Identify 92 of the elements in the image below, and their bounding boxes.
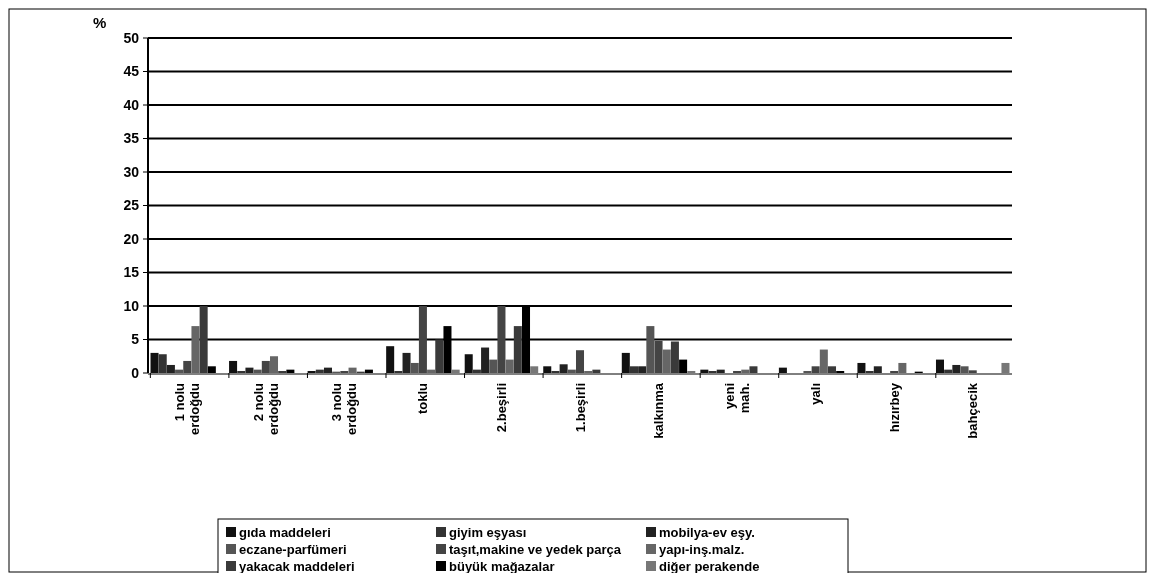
legend-label: yapı-inş.malz. xyxy=(659,541,745,557)
x-tick-label: 3 nolu erdoğdu xyxy=(329,382,360,435)
bar xyxy=(873,366,882,373)
bar xyxy=(394,370,403,373)
bar xyxy=(811,366,820,373)
bar xyxy=(662,349,671,373)
bar xyxy=(323,367,332,373)
bar xyxy=(505,359,514,373)
bar xyxy=(575,350,585,373)
legend-label: yakacak maddeleri xyxy=(239,558,355,574)
bar xyxy=(261,360,270,373)
bar xyxy=(269,356,279,373)
legend-label: büyük mağazalar xyxy=(449,558,555,574)
bar xyxy=(418,306,427,373)
bar xyxy=(464,354,473,373)
legend-label: taşıt,makine ve yedek parça xyxy=(449,541,622,557)
y-tick-label: 0 xyxy=(131,364,140,381)
bar xyxy=(898,362,907,373)
x-tick-label: 1.beşirli xyxy=(572,383,588,433)
bar xyxy=(819,349,828,373)
y-tick-label: 40 xyxy=(123,96,140,113)
bar xyxy=(245,367,254,373)
bar xyxy=(803,370,812,373)
bar xyxy=(348,367,357,373)
x-tick-label: hızırbey xyxy=(886,382,902,433)
bar xyxy=(708,370,717,373)
bar xyxy=(890,370,899,373)
bar xyxy=(435,339,444,373)
bar xyxy=(530,366,539,373)
y-tick-label: 50 xyxy=(123,29,140,46)
bar xyxy=(865,370,874,373)
bar xyxy=(638,366,647,373)
bar xyxy=(237,370,246,373)
bar xyxy=(828,366,837,373)
bar xyxy=(952,364,961,373)
bar xyxy=(621,352,630,373)
legend-label: gıda maddeleri xyxy=(239,524,331,540)
bar xyxy=(229,360,238,373)
bar xyxy=(150,352,159,373)
bar xyxy=(733,370,742,373)
y-tick-label: 5 xyxy=(131,331,140,348)
bar xyxy=(935,359,944,373)
bar xyxy=(687,370,696,373)
bar xyxy=(386,346,395,373)
bar xyxy=(199,306,208,373)
bar xyxy=(183,360,192,373)
bar xyxy=(340,370,349,373)
x-tick-label: toklu xyxy=(415,382,431,415)
bar xyxy=(191,326,200,373)
y-tick-label: 45 xyxy=(123,63,140,80)
x-tick-label: bahçecik xyxy=(965,382,981,439)
y-axis-title: % xyxy=(93,14,107,31)
bar xyxy=(307,370,316,373)
bar xyxy=(857,362,866,373)
x-tick-label: 2.beşirli xyxy=(494,383,509,433)
x-tick-label: yeni mah. xyxy=(721,383,752,414)
bar xyxy=(166,364,175,373)
x-tick-label: kalkınma xyxy=(651,382,667,439)
bar xyxy=(278,370,287,373)
bar xyxy=(749,366,758,373)
bar xyxy=(629,366,638,373)
bar xyxy=(968,370,977,373)
bar xyxy=(513,326,522,373)
legend-label: mobilya-ev eşy. xyxy=(659,524,755,540)
bar xyxy=(410,362,419,373)
y-tick-label: 10 xyxy=(123,297,140,314)
bar xyxy=(489,359,498,373)
x-tick-label: 2 nolu erdoğdu xyxy=(250,382,281,435)
y-tick-label: 15 xyxy=(123,264,140,281)
bar xyxy=(551,370,560,373)
y-tick-label: 25 xyxy=(123,197,140,214)
bar xyxy=(543,366,552,373)
legend-label: giyim eşyası xyxy=(449,524,527,540)
bar xyxy=(584,370,593,373)
bar xyxy=(158,354,167,373)
legend-label: eczane-parfümeri xyxy=(239,541,347,557)
x-tick-label: yalı xyxy=(808,383,824,405)
bar xyxy=(646,326,655,373)
bar xyxy=(960,366,969,373)
bar xyxy=(481,347,490,373)
y-tick-label: 35 xyxy=(123,130,140,147)
y-tick-label: 20 xyxy=(123,230,140,247)
bar xyxy=(402,352,411,373)
bar xyxy=(778,367,787,373)
bar xyxy=(559,364,568,373)
bar xyxy=(1001,362,1010,373)
x-tick-label: 1 nolu erdoğdu xyxy=(172,382,202,435)
legend-label: diğer perakende xyxy=(659,558,760,574)
y-tick-label: 30 xyxy=(123,163,140,180)
bar xyxy=(670,341,679,373)
bar xyxy=(497,306,506,373)
bar xyxy=(654,340,663,373)
